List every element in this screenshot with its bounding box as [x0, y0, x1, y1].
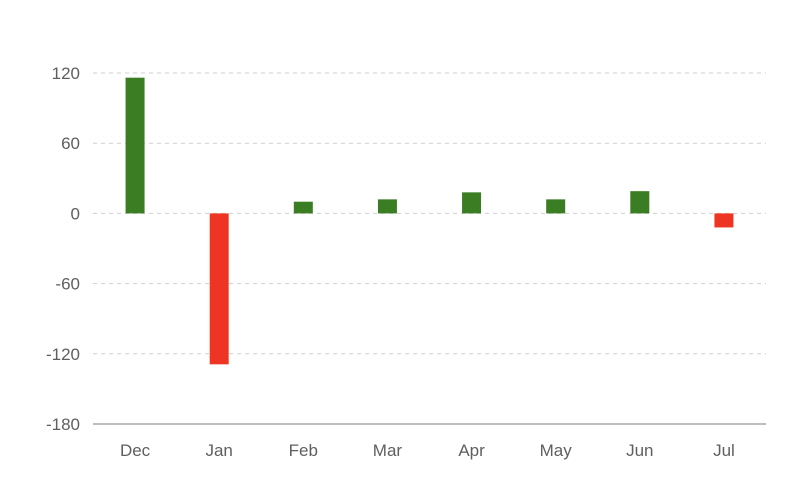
y-tick-label: 0 [71, 204, 80, 223]
y-tick-label: -60 [55, 275, 80, 294]
x-tick-label: Apr [458, 441, 485, 460]
y-tick-label: -180 [46, 415, 80, 434]
grid-lines [93, 72, 766, 355]
bar-jun [630, 191, 650, 214]
y-tick-label: -120 [46, 345, 80, 364]
x-tick-label: Feb [289, 441, 318, 460]
bar-feb [293, 201, 313, 214]
y-tick-label: 60 [61, 134, 80, 153]
x-axis-tick-labels: Dec Jan Feb Mar Apr May Jun Jul [120, 441, 735, 460]
x-tick-label: Jul [713, 441, 735, 460]
bar-jul [714, 213, 734, 228]
x-tick-label: May [540, 441, 573, 460]
bar-mar [377, 199, 397, 214]
y-axis-tick-labels: 120 60 0 -60 -120 -180 [46, 64, 80, 434]
bar-dec [125, 77, 145, 214]
x-tick-label: Dec [120, 441, 151, 460]
bar-jan [209, 213, 229, 365]
bars [125, 77, 734, 365]
y-tick-label: 120 [52, 64, 80, 83]
x-tick-label: Jan [205, 441, 232, 460]
x-tick-label: Mar [373, 441, 403, 460]
bar-apr [462, 192, 482, 214]
bar-may [546, 199, 566, 214]
x-tick-label: Jun [626, 441, 653, 460]
